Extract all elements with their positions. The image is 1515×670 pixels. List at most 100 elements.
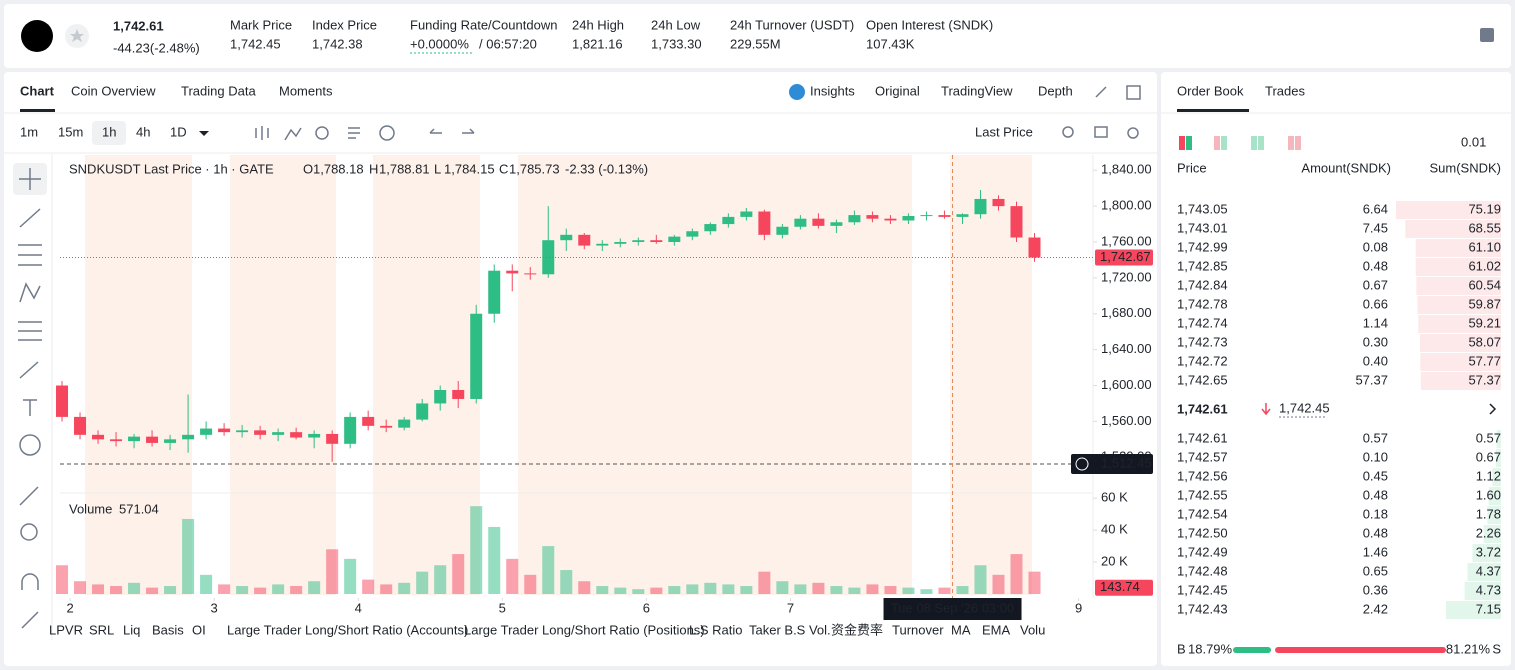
book-price: 1,742.99 <box>1177 239 1228 254</box>
view-tab[interactable]: Depth <box>1038 83 1073 98</box>
volume-bar <box>74 581 87 594</box>
volume-bar <box>812 582 825 594</box>
view-tab[interactable]: TradingView <box>941 83 1013 98</box>
depth-bar <box>1472 544 1501 562</box>
depth-bar <box>1418 315 1501 333</box>
volume-title: Volume <box>69 501 112 516</box>
ohlc-value: 1,788.81 <box>379 161 430 176</box>
book-amount: 1.46 <box>1363 544 1388 559</box>
book-sum: 59.87 <box>1468 296 1501 311</box>
indicator-tab[interactable]: Basis <box>152 622 184 637</box>
book-amount: 6.64 <box>1363 201 1388 216</box>
indicator-tab[interactable]: 资金费率 <box>831 622 883 637</box>
candle-body <box>362 416 375 426</box>
book-amount: 0.67 <box>1363 277 1388 292</box>
candle-body <box>452 389 465 399</box>
chart-tab[interactable]: Coin Overview <box>71 83 156 98</box>
indicator-tab[interactable]: Large Trader Long/Short Ratio (Accounts) <box>227 622 468 637</box>
book-sum: 7.15 <box>1476 601 1501 616</box>
candle-body <box>416 403 429 420</box>
column-header: Sum(SNDK) <box>1429 160 1501 175</box>
book-price: 1,742.50 <box>1177 525 1228 540</box>
depth-bar <box>1417 296 1501 314</box>
settings-icon[interactable] <box>1480 28 1494 42</box>
chevron[interactable] <box>1489 403 1497 415</box>
book-price: 1,742.48 <box>1177 563 1228 578</box>
interval[interactable]: 1D <box>170 124 187 139</box>
interval[interactable]: 15m <box>58 124 83 139</box>
indicator-tab[interactable]: LPVR <box>49 622 83 637</box>
indicator-tab[interactable]: Turnover <box>892 622 944 637</box>
stat-label: 24h Low <box>651 17 701 32</box>
indicator-tab[interactable]: MA <box>951 622 971 637</box>
candle-body <box>398 419 411 428</box>
precision[interactable]: 0.01 <box>1461 134 1486 149</box>
orderbook-tab[interactable]: Trades <box>1265 83 1305 98</box>
depth-bar <box>1415 239 1501 257</box>
chart-tab[interactable]: Chart <box>20 83 55 98</box>
depth-bar <box>1415 258 1501 276</box>
chart-tab[interactable]: Moments <box>279 83 333 98</box>
candle-body <box>434 389 447 404</box>
price-change: -44.23(-2.48%) <box>113 40 200 55</box>
candle-body <box>182 434 195 440</box>
indicator-tab[interactable]: L.S Ratio <box>689 622 742 637</box>
book-price: 1,742.43 <box>1177 601 1228 616</box>
indicator-tab[interactable]: SRL <box>89 622 114 637</box>
book-amount: 0.36 <box>1363 582 1388 597</box>
insights-icon <box>789 84 805 100</box>
interval[interactable]: 1m <box>20 124 38 139</box>
indicator-tab[interactable]: Taker B.S Vol. <box>749 622 831 637</box>
legend-change: -2.33 (-0.13%) <box>565 161 648 176</box>
book-mark-price: 1,742.45 <box>1279 400 1330 415</box>
interval[interactable]: 4h <box>136 124 150 139</box>
indicator-tab[interactable]: OI <box>192 622 206 637</box>
volume-last-tag <box>1095 579 1153 596</box>
add-alert-icon[interactable] <box>1075 457 1089 471</box>
depth-bar <box>1420 353 1501 371</box>
indicator-tab[interactable]: Volu <box>1020 622 1045 637</box>
candle-body <box>218 428 231 433</box>
y-tick-label: 1,600.00 <box>1101 377 1152 392</box>
view-tab[interactable]: Original <box>875 83 920 98</box>
volume-bar <box>992 574 1005 594</box>
view-tab[interactable]: Insights <box>810 83 855 98</box>
book-amount: 0.66 <box>1363 296 1388 311</box>
volume-bar <box>1028 571 1041 594</box>
book-price: 1,742.74 <box>1177 315 1228 330</box>
book-price: 1,742.49 <box>1177 544 1228 559</box>
chart-tab[interactable]: Trading Data <box>181 83 256 98</box>
x-tick-label: 2 <box>66 600 73 615</box>
depth-bar <box>1405 220 1501 238</box>
ratio-buy-label: B <box>1177 641 1186 656</box>
book-price: 1,742.45 <box>1177 582 1228 597</box>
interval[interactable]: 1h <box>102 124 116 139</box>
indicator-tab[interactable]: EMA <box>982 622 1011 637</box>
x-tick-label: 5 <box>499 600 506 615</box>
candle-body <box>722 216 735 225</box>
dropdown-arrow[interactable] <box>199 131 209 136</box>
candle-body <box>830 222 843 226</box>
indicator-tab[interactable]: Large Trader Long/Short Ratio (Positions… <box>464 622 705 637</box>
crosshair-price-label: 1,512.45 <box>1101 455 1152 470</box>
candle-body <box>326 433 339 444</box>
book-amount: 0.57 <box>1363 430 1388 445</box>
book-sum: 1.78 <box>1476 506 1501 521</box>
price-source[interactable]: Last Price <box>975 124 1033 139</box>
volume-bar <box>362 579 375 594</box>
candle-body <box>146 436 159 443</box>
candle-body <box>956 214 969 217</box>
book-amount: 1.14 <box>1363 315 1388 330</box>
volume-bar <box>704 582 717 594</box>
book-price: 1,742.78 <box>1177 296 1228 311</box>
orderbook-tab[interactable]: Order Book <box>1177 83 1244 98</box>
indicator-tab[interactable]: Liq <box>123 622 140 637</box>
candle-body <box>344 416 357 444</box>
y-tick-label: 1,840.00 <box>1101 162 1152 177</box>
volume-bar <box>290 586 303 594</box>
volume-bar <box>578 581 591 594</box>
candle-body <box>794 218 807 227</box>
book-sum: 4.37 <box>1476 563 1501 578</box>
volume-bar <box>596 586 609 594</box>
